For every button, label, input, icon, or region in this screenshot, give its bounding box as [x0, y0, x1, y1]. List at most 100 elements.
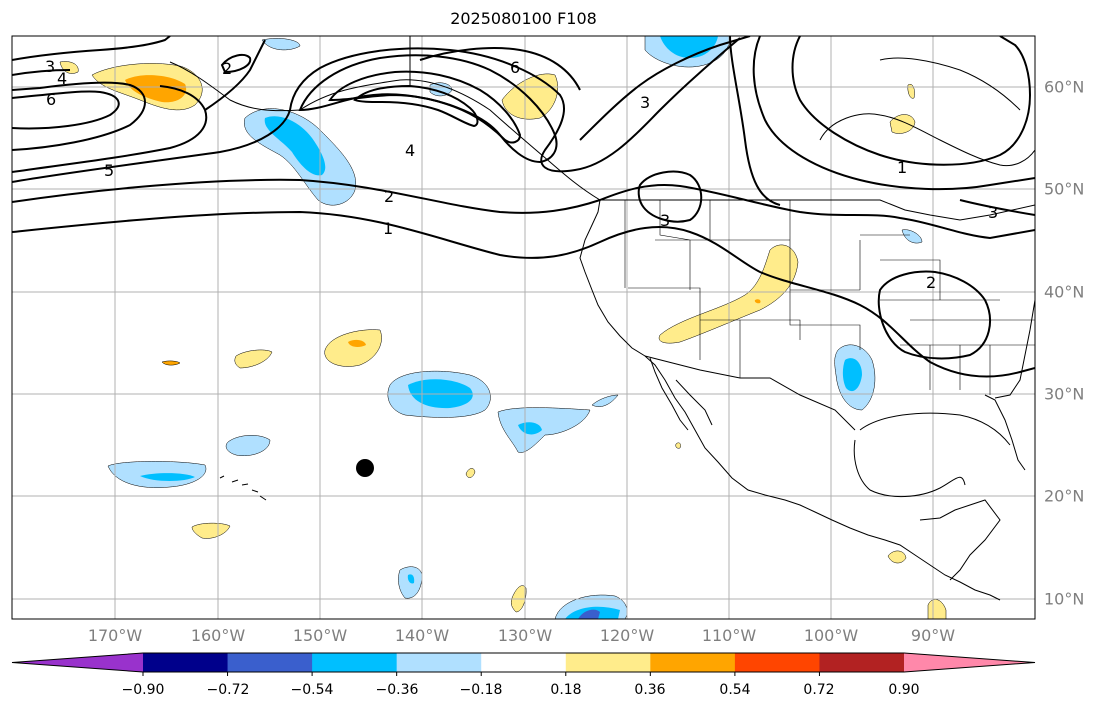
colorbar-tick-label: −0.36: [375, 682, 419, 698]
contour-2-low: [877, 270, 991, 360]
contour-bering-small: [220, 53, 252, 74]
pos-anomaly-hudson-small: [907, 84, 915, 99]
pos-anomaly-pacific-small: [161, 360, 181, 366]
neg-anomaly-hawaii-w-core: [140, 473, 195, 481]
lon-label: 170°W: [87, 626, 143, 645]
contour-label: 2: [926, 273, 936, 292]
lon-label: 120°W: [599, 626, 655, 645]
colorbar-tick-label: 0.90: [888, 682, 920, 698]
contour-6-ring: [12, 90, 120, 130]
border-us-mexico: [644, 355, 856, 431]
pos-anomaly-pacific-33n-core: [348, 339, 366, 347]
contour-3-canada: [579, 36, 751, 141]
pos-anomaly-pacific-33n: [324, 329, 382, 367]
contour-3-main: [12, 37, 741, 183]
map-panel: [12, 36, 1035, 619]
pos-anomaly-bering-core: [125, 75, 187, 103]
map-frame: [11, 35, 1036, 620]
colorbar-swatch: [227, 653, 313, 672]
coast-gulf-mexico: [853, 412, 1011, 498]
contour-3-east: [729, 36, 1035, 216]
contour-5-ring: [12, 81, 146, 151]
contour-label: 2: [222, 59, 232, 78]
contour-1-main: [12, 210, 1035, 378]
contour-4-ring: [12, 39, 266, 173]
neg-anomaly-south-8n-inner: [578, 609, 600, 619]
colorbar-tick-label: 0.72: [803, 682, 835, 698]
neg-anomaly-mexico-texas-core: [842, 358, 862, 392]
contour-3-low: [637, 170, 703, 223]
contour-label: 3: [988, 203, 998, 222]
coast-baja: [649, 357, 713, 431]
colorbar-tick-label: −0.18: [459, 682, 503, 698]
coast-east-us: [994, 299, 1035, 399]
colorbar-swatch: [565, 653, 651, 672]
colorbar-tick-label: 0.54: [719, 682, 751, 698]
contour-label: 1: [383, 219, 393, 238]
coast-alaska-bc: [299, 79, 601, 201]
coast-west-us: [579, 199, 1001, 601]
lat-label: 50°N: [1044, 179, 1085, 199]
lon-label: 110°W: [701, 626, 757, 645]
contour-label: 2: [384, 187, 394, 206]
contour-6-north: [419, 47, 581, 91]
lon-label: 160°W: [190, 626, 246, 645]
coast-florida: [984, 394, 1026, 471]
lon-label: 140°W: [394, 626, 450, 645]
colorbar-swatch: [819, 653, 905, 672]
neg-anomaly-pacific-31n-small: [591, 394, 619, 407]
coast-labrador: [879, 57, 1021, 111]
storm-position-marker: [356, 459, 374, 477]
neg-anomaly-gulf-alaska-core: [264, 116, 326, 176]
map-title: 2025080100 F108: [450, 9, 597, 28]
contour-2-main: [12, 178, 1035, 240]
colorbar-swatch: [312, 653, 398, 672]
lon-label: 90°W: [910, 626, 956, 645]
graticule: [12, 36, 1035, 619]
neg-anomaly-pacific-28n-core: [518, 422, 542, 435]
coast-hudson: [819, 113, 1035, 167]
contour-label: 4: [405, 141, 415, 160]
colorbar-tick-label: 0.18: [550, 682, 582, 698]
contour-1-hudson: [791, 36, 1032, 166]
contour-label: 6: [510, 58, 520, 77]
central-america: [919, 499, 1001, 581]
contour-2-hudson: [752, 36, 1035, 191]
contour-label: 3: [640, 93, 650, 112]
pos-anomaly-central-america: [887, 550, 907, 564]
colorbar-swatch: [396, 653, 482, 672]
lon-label: 130°W: [497, 626, 553, 645]
neg-anomaly-great-lakes: [901, 229, 923, 244]
pos-anomaly-southwest-core: [754, 299, 761, 304]
colorbar-swatch: [481, 653, 567, 672]
hawaii-islands: [219, 475, 267, 501]
contour-label: 3: [45, 57, 55, 76]
neg-anomaly-n-canada-core: [660, 36, 718, 58]
lon-label: 100°W: [803, 626, 859, 645]
colorbar-tick-label: −0.54: [290, 682, 334, 698]
contour-gulf-alaska-ring-mid: [328, 70, 522, 144]
lat-label: 40°N: [1044, 282, 1085, 302]
neg-anomaly-south-12n-core: [407, 574, 415, 584]
colorbar-swatch: [734, 653, 820, 672]
colorbar-swatch: [650, 653, 736, 672]
coastlines: [169, 36, 1035, 601]
contour-label: 1: [897, 158, 907, 177]
colorbar-swatch: [143, 653, 229, 672]
lat-label: 20°N: [1044, 486, 1085, 506]
colorbar-extend-low: [12, 653, 143, 672]
lat-label: 10°N: [1044, 589, 1085, 609]
lat-label: 60°N: [1044, 77, 1085, 97]
contour-label: 4: [57, 69, 67, 88]
lat-label: 30°N: [1044, 384, 1085, 404]
neg-anomaly-hawaii-ne: [225, 435, 271, 456]
contour-label: 3: [660, 211, 670, 230]
neg-anomaly-bering: [261, 38, 301, 51]
pos-anomaly-bc-north: [501, 73, 558, 120]
contour-label: 6: [46, 90, 56, 109]
contour-bering-top: [12, 36, 171, 76]
state-borders: [624, 200, 1035, 395]
pos-anomaly-pacific-34n: [234, 349, 273, 369]
coast-alaska-west: [169, 61, 301, 112]
